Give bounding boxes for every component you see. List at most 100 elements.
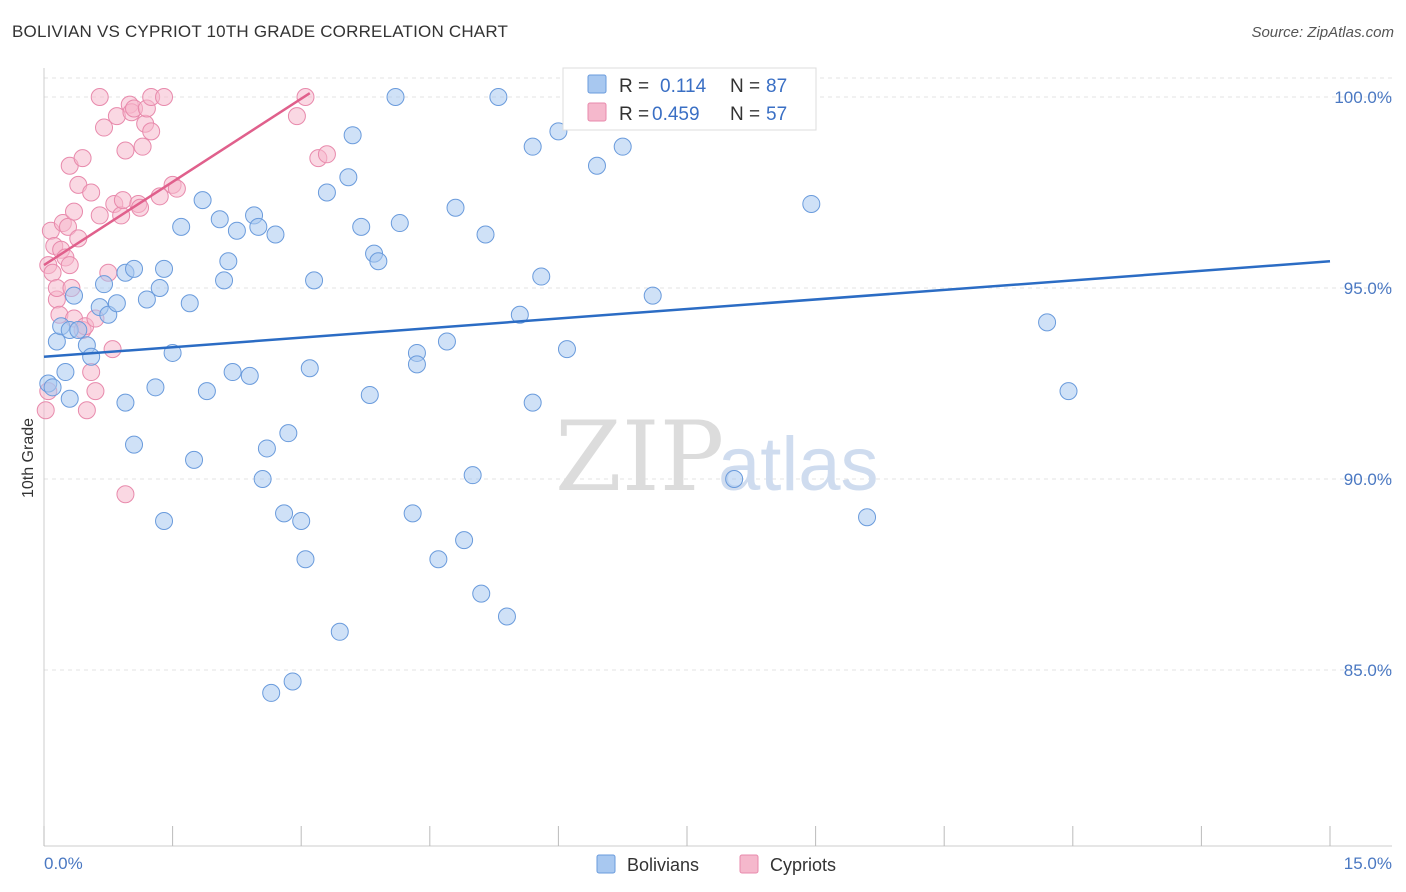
bolivian-point [523, 137, 542, 156]
bottom-legend-swatch-bolivians [596, 854, 616, 874]
bolivian-point [802, 194, 821, 213]
legend-r-value-cypriots: 0.459 [652, 104, 700, 125]
bolivian-point [587, 156, 606, 175]
bolivian-point [300, 359, 319, 378]
bolivian-point [60, 389, 79, 408]
cypriot-point [82, 363, 101, 382]
bolivian-point [43, 378, 62, 397]
watermark-zip: ZIP [555, 401, 724, 513]
y-tick-label: 100.0% [1334, 88, 1392, 107]
bolivian-point [107, 294, 126, 313]
bolivian-point [219, 252, 238, 271]
bolivian-point [403, 504, 422, 523]
bolivian-point [446, 198, 465, 217]
bolivian-point [296, 550, 315, 569]
cypriot-point [317, 145, 336, 164]
legend-swatch-bolivians [587, 74, 607, 94]
bolivian-point [193, 191, 212, 210]
bolivian-point [390, 214, 409, 233]
bolivian-point [223, 363, 242, 382]
bolivian-point [146, 378, 165, 397]
bolivian-point [210, 210, 229, 229]
bolivian-point [172, 217, 191, 236]
axes [43, 68, 1392, 847]
bolivian-point [56, 363, 75, 382]
bolivian-point [266, 225, 285, 244]
bottom-legend-label-bolivians: Bolivians [627, 855, 699, 875]
bolivian-point [339, 168, 358, 187]
bolivian-point [249, 217, 268, 236]
bolivian-point [305, 271, 324, 290]
bolivian-point [279, 424, 298, 443]
cypriot-point [95, 118, 114, 137]
watermark: ZIP atlas [555, 401, 879, 513]
bolivian-point [155, 259, 174, 278]
cypriot-point [65, 202, 84, 221]
watermark-atlas: atlas [718, 422, 879, 507]
cypriot-point [60, 256, 79, 275]
cypriot-point [59, 217, 78, 236]
bolivian-point [429, 550, 448, 569]
y-tick-labels: 100.0% 95.0% 90.0% 85.0% [1334, 88, 1392, 680]
legend-n-value-cypriots: 57 [766, 104, 787, 125]
cypriot-point [77, 401, 96, 420]
y-axis-label: 10th Grade [20, 418, 37, 498]
bolivian-point [407, 355, 426, 374]
bolivian-point [523, 393, 542, 412]
source-credit: Source: ZipAtlas.com [1251, 24, 1394, 41]
cypriot-point [113, 191, 132, 210]
legend-r-value-bolivians: 0.114 [660, 76, 707, 97]
cypriot-point [90, 206, 109, 225]
bolivian-point [257, 439, 276, 458]
cypriot-point [86, 382, 105, 401]
bolivian-point [343, 126, 362, 145]
cypriot-point [43, 263, 62, 282]
cypriot-point [142, 122, 161, 141]
bottom-legend-swatch-cypriots [739, 854, 759, 874]
bolivian-point [369, 252, 388, 271]
x-tick-label-max: 15.0% [1344, 854, 1392, 873]
bolivian-point [317, 183, 336, 202]
bolivian-point [557, 340, 576, 359]
legend-r-label-bolivians: R = [619, 76, 649, 97]
bolivian-point [283, 672, 302, 691]
y-tick-label: 85.0% [1344, 661, 1392, 680]
cypriot-point [36, 401, 55, 420]
bolivian-point [197, 382, 216, 401]
bolivian-point [455, 531, 474, 550]
bolivian-point [386, 88, 405, 106]
bolivian-point [82, 347, 101, 366]
bolivian-point [437, 332, 456, 351]
bolivian-point [180, 294, 199, 313]
legend-n-label-bolivians: N = [730, 76, 760, 97]
bottom-legend-label-cypriots: Cypriots [770, 855, 836, 875]
bolivian-point [463, 466, 482, 485]
bolivian-point [510, 305, 529, 324]
bolivian-point [489, 88, 508, 106]
legend-n-value-bolivians: 87 [766, 76, 787, 97]
bolivian-point [1038, 313, 1057, 332]
bolivian-point [125, 435, 144, 454]
cypriot-point [287, 107, 306, 126]
legend-swatch-cypriots [587, 102, 607, 122]
x-tick-label-min: 0.0% [44, 854, 83, 873]
x-ticks [43, 826, 1331, 846]
cypriot-point [116, 141, 135, 160]
bolivian-point [227, 221, 246, 240]
bolivian-point [215, 271, 234, 290]
cypriot-point [73, 149, 92, 168]
bolivian-point [532, 267, 551, 286]
bolivian-point [150, 279, 169, 297]
bolivian-point [116, 393, 135, 412]
y-tick-label: 95.0% [1344, 279, 1392, 298]
bolivian-point [497, 607, 516, 626]
bolivian-point [275, 504, 294, 523]
bolivian-point [240, 366, 259, 385]
bolivian-point [125, 259, 144, 278]
bolivian-point [155, 512, 174, 531]
bolivian-point [253, 470, 272, 488]
legend-r-label-cypriots: R = [619, 104, 649, 125]
bolivian-point [360, 385, 379, 404]
cypriot-point [116, 485, 135, 504]
